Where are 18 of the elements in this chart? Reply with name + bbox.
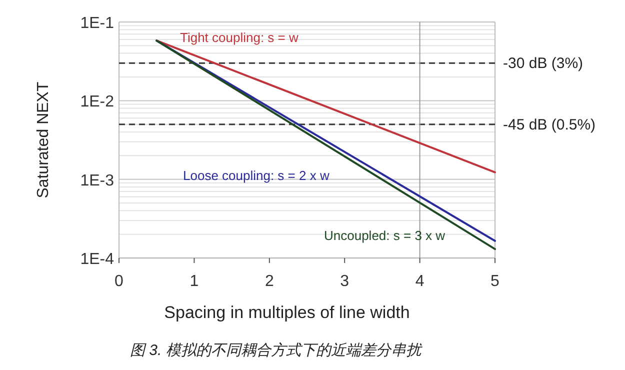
y-tick-label: 1E-3	[80, 172, 114, 190]
x-tick-label: 0	[114, 273, 124, 290]
x-axis-title: Spacing in multiples of line width	[164, 303, 410, 322]
ref-line-label: -45 dB (0.5%)	[503, 116, 596, 134]
x-tick-label: 4	[415, 273, 424, 290]
y-tick-label: 1E-1	[80, 15, 114, 32]
series-label: Loose coupling: s = 2 x w	[183, 168, 330, 183]
x-tick-label: 1	[190, 273, 199, 290]
y-axis-title: Saturated NEXT	[35, 82, 52, 198]
x-tick-label: 2	[264, 273, 274, 290]
ref-line-label: -30 dB (3%)	[503, 55, 584, 72]
caption: 图 3. 模拟的不同耦合方式下的近端差分串扰	[130, 342, 423, 359]
x-tick-label: 5	[490, 273, 500, 290]
series-label: Uncoupled: s = 3 x w	[324, 228, 446, 243]
y-tick-label: 1E-4	[80, 251, 114, 268]
series-label: Tight coupling: s = w	[180, 30, 299, 45]
y-tick-label: 1E-2	[80, 94, 114, 111]
x-tick-label: 3	[340, 273, 350, 290]
